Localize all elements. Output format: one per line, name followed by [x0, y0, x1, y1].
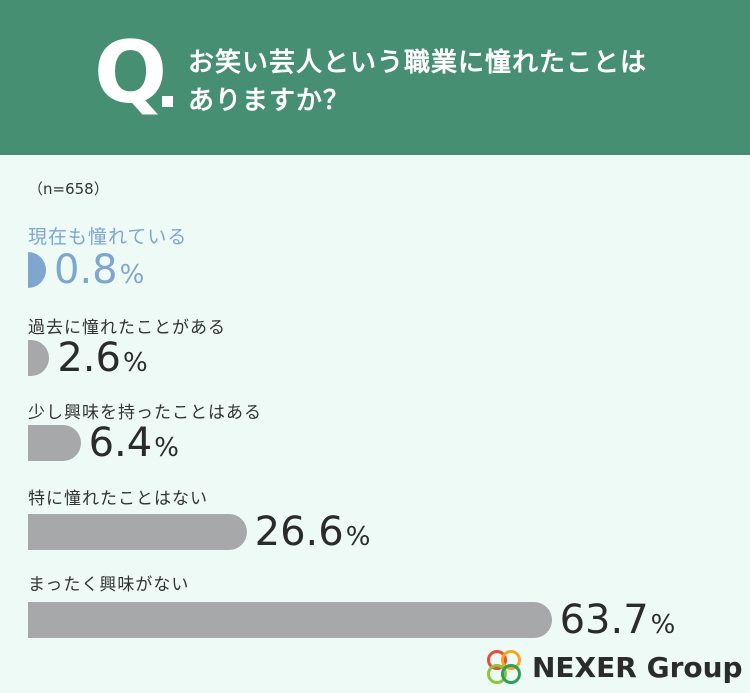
brand-logo: NEXER Group [484, 647, 743, 687]
bar [28, 340, 50, 376]
value-number: 0.8 [54, 247, 118, 293]
logo-ring [487, 650, 507, 670]
category-label: 現在も憧れている [28, 226, 188, 248]
value-unit: % [650, 610, 676, 640]
value-label: 26.6% [255, 512, 371, 557]
value-unit: % [154, 433, 179, 463]
value-unit: % [119, 260, 145, 290]
question-text: お笑い芸人という職業に憧れたことは ありますか？ [188, 44, 647, 120]
logo-ring [501, 650, 521, 670]
bar [28, 602, 552, 638]
nexer-logo-icon [487, 650, 521, 684]
logo-ring [501, 664, 521, 684]
value-unit: % [122, 348, 148, 378]
value-unit: % [345, 522, 371, 552]
category-label: 特に憧れたことはない [28, 489, 208, 509]
category-label: まったく興味がない [28, 575, 190, 595]
value-label: 6.4% [89, 423, 179, 468]
category-label: 少し興味を持ったことはある [28, 403, 262, 423]
bar [28, 252, 46, 288]
bar [28, 514, 247, 550]
brand-name: NEXER Group [532, 650, 743, 684]
bar [28, 425, 81, 461]
value-label: 0.8% [54, 250, 144, 295]
value-label: 2.6% [57, 338, 147, 383]
q-mark: Q [94, 23, 168, 123]
sample-size: （n=658） [28, 180, 109, 198]
logo-ring [487, 664, 507, 684]
value-label: 63.7% [560, 600, 676, 645]
question-header: Q お笑い芸人という職業に憧れたことは ありますか？ [0, 0, 750, 155]
value-number: 63.7 [559, 597, 649, 643]
q-dot [162, 96, 173, 107]
question-line-1: お笑い芸人という職業に憧れたことは [188, 48, 648, 78]
value-number: 6.4 [88, 420, 153, 466]
category-label: 過去に憧れたことがある [28, 318, 226, 338]
value-number: 26.6 [254, 509, 344, 555]
question-line-2: ありますか？ [188, 86, 351, 116]
value-number: 2.6 [57, 335, 121, 381]
